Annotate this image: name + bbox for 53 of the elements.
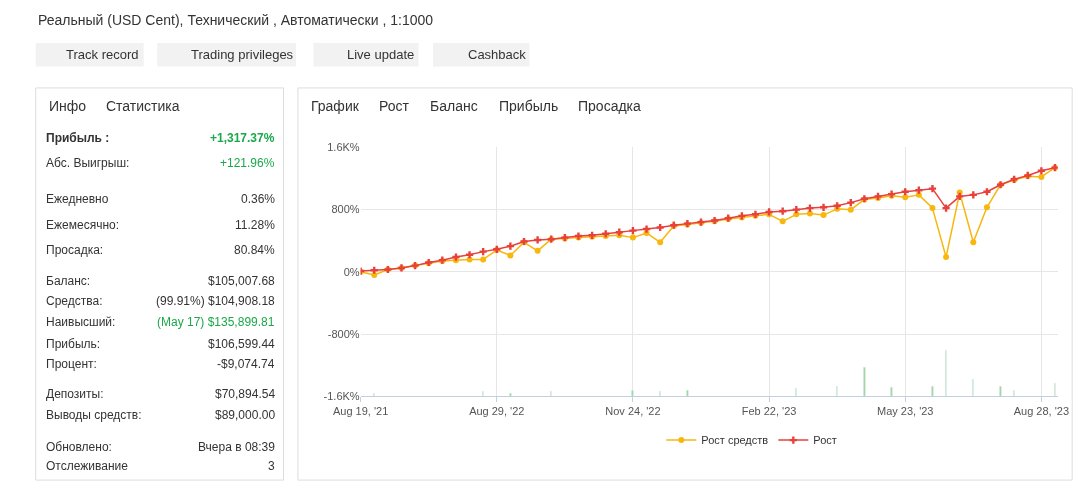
text: Депозиты: xyxy=(46,387,104,401)
text: $70,894.54 xyxy=(215,387,276,401)
text: Track record xyxy=(66,47,139,62)
y-tick-label: -800% xyxy=(327,327,360,340)
x-tick-label: Aug 19, '21 xyxy=(332,405,389,418)
text: Прибыль xyxy=(499,98,559,114)
text: $105,007.68 xyxy=(208,274,276,288)
text: Просадка: xyxy=(46,243,104,257)
text: Ежемесячно: xyxy=(46,218,120,232)
text: +1,317.37% xyxy=(210,131,275,145)
y-tick-label: 1.6K% xyxy=(327,141,360,154)
text: Абс. Выигрыш: xyxy=(46,156,130,170)
text: 80.84% xyxy=(234,243,276,257)
text: Инфо xyxy=(49,98,87,114)
text: Cashback xyxy=(468,47,527,62)
x-tick-label: May 23, '23 xyxy=(876,405,934,418)
text: Вчера в 08:39 xyxy=(198,440,276,454)
y-tick-label: -1.6K% xyxy=(323,390,360,403)
text: Прибыль : xyxy=(46,131,110,145)
legend-label: Рост средств xyxy=(701,434,769,447)
text: Ежедневно xyxy=(46,192,109,206)
text: 11.28% xyxy=(235,218,276,232)
text: 0.36% xyxy=(241,192,276,206)
x-tick-label: Aug 28, '23 xyxy=(1013,405,1070,418)
text: Баланс xyxy=(430,98,478,114)
text: $106,599.44 xyxy=(208,337,276,351)
text: Выводы средств: xyxy=(46,408,142,422)
text: Статистика xyxy=(106,98,180,114)
text: Процент: xyxy=(46,357,97,371)
text: Баланс: xyxy=(46,274,91,288)
legend-label: Рост xyxy=(813,434,837,447)
x-tick-label: Aug 29, '22 xyxy=(469,405,525,418)
text: -$9,074.74 xyxy=(217,357,275,371)
text: Прибыль: xyxy=(46,337,101,351)
text: Обновлено: xyxy=(46,440,112,454)
text: $89,000.00 xyxy=(215,408,276,422)
x-tick-label: Nov 24, '22 xyxy=(605,405,661,418)
text: +121.96% xyxy=(220,156,275,170)
text: 3 xyxy=(268,459,275,473)
text: Trading privileges xyxy=(191,47,294,62)
text: Отслеживание xyxy=(46,459,129,473)
y-tick-label: 800% xyxy=(331,203,360,216)
text: Реальный (USD Cent), Технический , Автоматически , 1:1000 xyxy=(38,12,434,28)
text: Рост xyxy=(379,98,410,114)
y-tick-label: 0% xyxy=(343,265,360,278)
x-tick-label: Feb 22, '23 xyxy=(741,405,797,418)
text: Live update xyxy=(347,47,415,62)
text: (99.91%) $104,908.18 xyxy=(156,294,276,308)
text: График xyxy=(311,98,360,114)
text: Средства: xyxy=(46,294,103,308)
text: Наивысший: xyxy=(46,315,116,329)
text: Просадка xyxy=(578,98,642,114)
text: (May 17) $135,899.81 xyxy=(157,315,275,329)
